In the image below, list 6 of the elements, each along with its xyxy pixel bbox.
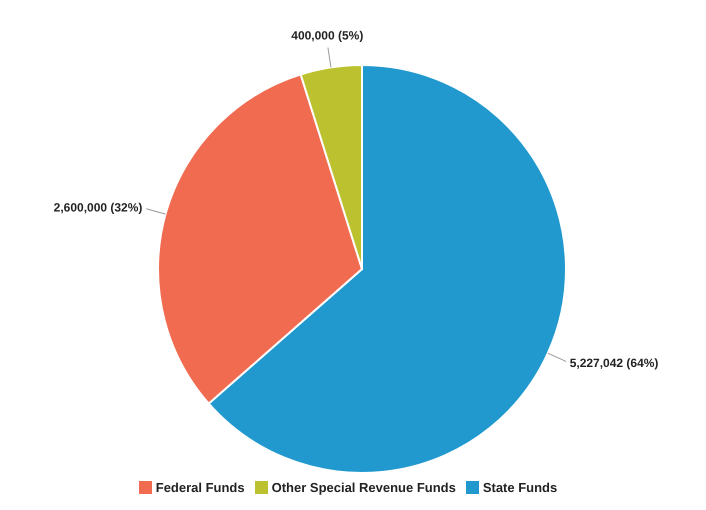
data-label: 5,227,042 (64%): [570, 356, 658, 370]
data-label: 2,600,000 (32%): [54, 200, 142, 215]
legend-label: Other Special Revenue Funds: [272, 480, 456, 495]
legend-label: State Funds: [482, 480, 558, 495]
data-label: 400,000 (5%): [291, 28, 364, 43]
legend-label: Federal Funds: [156, 480, 245, 495]
